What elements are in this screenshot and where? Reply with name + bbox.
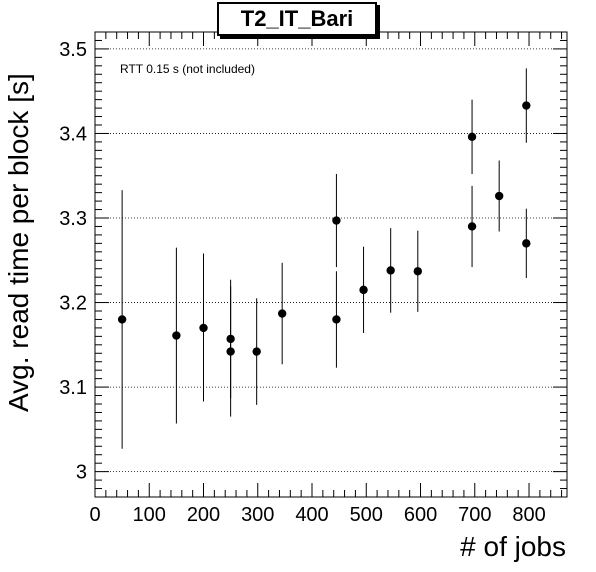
- data-point: [199, 253, 208, 402]
- point-marker: [467, 222, 477, 231]
- data-point: [413, 230, 423, 312]
- point-marker: [413, 267, 423, 276]
- point-marker: [467, 132, 477, 142]
- grid-lines: [95, 48, 567, 473]
- point-marker: [494, 191, 504, 201]
- y-tick-label: 3.2: [59, 293, 87, 315]
- point-marker: [172, 331, 181, 340]
- point-marker: [332, 216, 341, 225]
- data-point: [494, 160, 504, 232]
- chart-title: T2_IT_Bari: [217, 2, 377, 36]
- data-point: [522, 68, 531, 143]
- y-tick-label: 3.1: [59, 377, 87, 399]
- point-marker: [522, 239, 531, 248]
- data-point: [467, 185, 477, 268]
- x-tick-label: 700: [458, 504, 491, 526]
- x-tick-label: 600: [404, 504, 437, 526]
- point-marker: [332, 315, 341, 324]
- x-tick-label: 200: [187, 504, 220, 526]
- data-point: [332, 174, 341, 268]
- x-tick-labels: 0 100 200 300 400 500 600 700 800: [89, 504, 545, 526]
- point-marker: [226, 347, 235, 356]
- data-point: [252, 298, 261, 405]
- y-tick-labels: 3 3.1 3.2 3.3 3.4 3.5: [59, 39, 87, 484]
- y-tick-label: 3.3: [59, 208, 87, 230]
- point-marker: [386, 266, 395, 275]
- data-point: [172, 247, 181, 424]
- x-tick-label: 800: [512, 504, 545, 526]
- x-tick-label: 300: [241, 504, 274, 526]
- data-point: [226, 286, 235, 417]
- y-axis-label: Avg. read time per block [s]: [3, 73, 34, 412]
- plot-frame: [94, 31, 568, 498]
- point-marker: [359, 285, 368, 295]
- rtt-annotation: RTT 0.15 s (not included): [120, 62, 255, 76]
- point-marker: [277, 309, 287, 318]
- x-tick-label: 500: [350, 504, 383, 526]
- data-points: [117, 68, 531, 449]
- x-tick-label: 100: [133, 504, 166, 526]
- x-tick-label: 400: [295, 504, 328, 526]
- x-tick-label: 0: [89, 504, 100, 526]
- data-point: [467, 99, 477, 175]
- axis-ticks: [94, 31, 567, 498]
- point-marker: [522, 101, 531, 110]
- y-tick-label: 3.5: [59, 39, 87, 61]
- point-marker: [199, 323, 208, 333]
- point-marker: [252, 347, 261, 356]
- data-point: [359, 246, 368, 333]
- x-axis-label: # of jobs: [460, 531, 566, 562]
- y-tick-label: 3: [76, 462, 87, 484]
- data-point: [277, 262, 287, 365]
- data-point: [386, 228, 395, 313]
- point-marker: [117, 315, 127, 324]
- y-tick-label: 3.4: [59, 123, 87, 145]
- data-point: [117, 190, 127, 449]
- data-point: [332, 271, 341, 368]
- data-point: [522, 208, 531, 279]
